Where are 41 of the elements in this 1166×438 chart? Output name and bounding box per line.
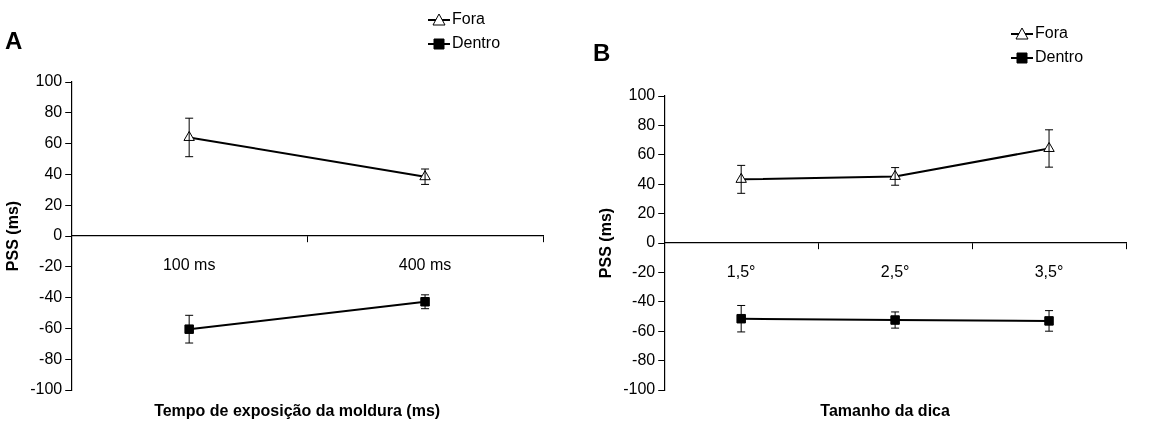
chart-title: A — [5, 26, 23, 54]
x-axis-title: Tempo de exposição da moldura (ms) — [154, 402, 441, 420]
x-tick-label: 1,5° — [726, 263, 756, 281]
y-tick-label: 80 — [44, 103, 63, 121]
y-axis-title: PSS (ms) — [597, 207, 615, 279]
x-axis-title: Tamanho da dica — [820, 402, 950, 420]
y-tick-label: -20 — [632, 262, 656, 280]
y-tick-label: 60 — [44, 134, 63, 152]
legend-label: Dentro — [452, 34, 501, 52]
y-tick-label: -40 — [632, 292, 656, 310]
y-tick-label: 0 — [53, 226, 63, 244]
point — [184, 324, 194, 334]
y-tick-label: -60 — [632, 321, 656, 339]
y-tick-label: 80 — [637, 115, 656, 133]
y-tick-label: 20 — [637, 204, 656, 222]
y-tick-label: 100 — [35, 72, 63, 90]
y-tick-label: 20 — [44, 195, 63, 213]
y-tick-label: -40 — [39, 288, 63, 306]
y-tick-label: 40 — [637, 174, 656, 192]
y-tick-label: 40 — [44, 164, 63, 182]
legend-label: Fora — [452, 10, 485, 28]
x-tick-label: 100 ms — [162, 256, 216, 274]
point — [890, 315, 900, 325]
chart-title: B — [593, 38, 611, 66]
x-tick-label: 400 ms — [398, 256, 452, 274]
y-tick-label: -100 — [623, 380, 656, 398]
y-tick-label: 60 — [637, 145, 656, 163]
y-tick-label: 0 — [646, 233, 656, 251]
x-tick-label: 2,5° — [880, 263, 910, 281]
point — [736, 313, 746, 324]
y-tick-label: -80 — [632, 351, 656, 369]
y-tick-label: -60 — [39, 318, 63, 336]
point — [1044, 316, 1054, 326]
y-tick-label: 100 — [628, 86, 656, 104]
y-tick-label: -80 — [39, 349, 63, 367]
legend-label: Fora — [1035, 24, 1068, 42]
x-tick-label: 3,5° — [1034, 263, 1064, 281]
y-tick-label: -20 — [39, 257, 63, 275]
y-tick-label: -100 — [30, 380, 63, 398]
y-axis-title: PSS (ms) — [4, 200, 22, 272]
legend-label: Dentro — [1035, 48, 1084, 66]
